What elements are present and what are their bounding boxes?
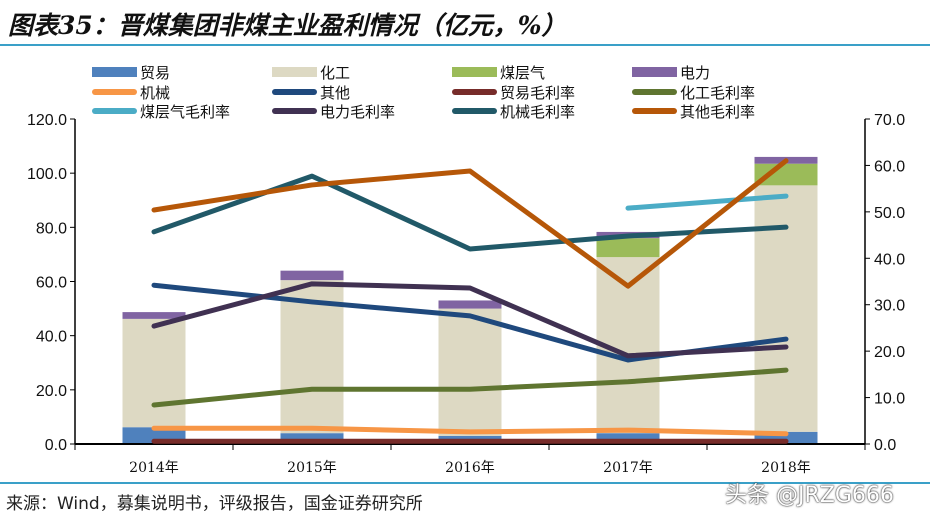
line-煤层气毛利率: [625, 193, 789, 211]
left-tick-label: 40.0: [36, 329, 67, 346]
title-divider: [0, 44, 930, 46]
line-其他毛利率: [151, 158, 789, 289]
legend-label: 电力毛利率: [320, 103, 395, 121]
legend-label: 机械: [140, 84, 170, 102]
bar-电力: [122, 312, 186, 319]
x-tick-label: 2017年: [603, 460, 653, 476]
legend-label: 化工毛利率: [680, 84, 755, 102]
bar-化工: [438, 308, 502, 436]
x-tick-label: 2016年: [445, 460, 495, 476]
legend-label: 电力: [680, 64, 710, 82]
right-tick-label: 30.0: [874, 298, 905, 315]
footer-divider: [0, 482, 930, 484]
legend-label: 其他毛利率: [680, 103, 755, 121]
left-tick-label: 100.0: [27, 166, 67, 183]
bar-煤层气: [596, 238, 660, 258]
x-tick-label: 2015年: [287, 460, 337, 476]
legend-label: 化工: [320, 64, 350, 82]
x-tick-label: 2014年: [129, 460, 179, 476]
bar-化工: [122, 318, 186, 428]
bar-贸易: [596, 433, 660, 444]
left-tick-label: 120.0: [27, 112, 67, 129]
right-tick-label: 10.0: [874, 391, 905, 408]
right-tick-label: 60.0: [874, 158, 905, 175]
left-tick-label: 0.0: [45, 437, 67, 454]
legend-swatch-化工: [272, 67, 317, 77]
legend-label: 贸易: [140, 64, 170, 82]
bar-电力: [438, 300, 502, 309]
legend-swatch-煤层气: [452, 67, 497, 77]
legend-label: 煤层气: [500, 64, 545, 82]
source-note: 来源：Wind，募集说明书，评级报告，国金证券研究所: [6, 494, 423, 514]
left-tick-label: 20.0: [36, 383, 67, 400]
right-tick-label: 20.0: [874, 344, 905, 361]
left-tick-label: 80.0: [36, 220, 67, 237]
watermark: 头条 @JRZG666: [725, 483, 894, 508]
right-tick-label: 70.0: [874, 112, 905, 129]
bar-贸易: [280, 433, 344, 444]
legend-swatch-电力: [632, 67, 677, 77]
left-tick-label: 60.0: [36, 275, 67, 292]
legend-label: 贸易毛利率: [500, 84, 575, 102]
right-tick-label: 50.0: [874, 205, 905, 222]
bar-电力: [280, 270, 344, 281]
legend-label: 机械毛利率: [500, 103, 575, 121]
chart-title: 图表35：晋煤集团非煤主业盈利情况（亿元，%）: [8, 11, 567, 40]
right-tick-label: 40.0: [874, 251, 905, 268]
x-tick-label: 2018年: [761, 460, 811, 476]
legend-swatch-贸易: [92, 67, 137, 77]
legend-label: 煤层气毛利率: [140, 103, 230, 121]
bar-化工: [754, 185, 818, 432]
bar-煤层气: [754, 163, 818, 186]
right-tick-label: 0.0: [874, 437, 896, 454]
legend-label: 其他: [320, 84, 350, 102]
